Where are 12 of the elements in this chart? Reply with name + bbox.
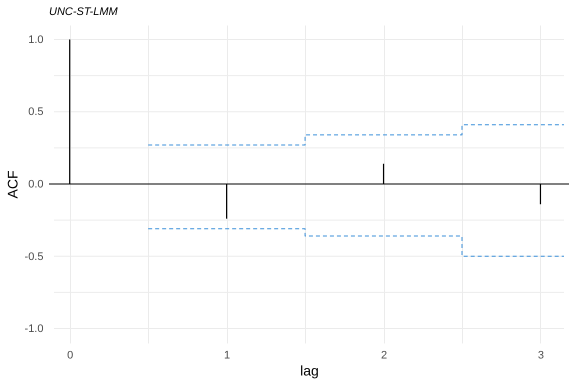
y-axis-title: ACF — [4, 170, 21, 198]
y-tick-label: -0.5 — [24, 250, 44, 263]
x-tick-label: 0 — [67, 350, 74, 362]
y-tick-label: -1.0 — [24, 323, 44, 336]
y-tick-label: 0.5 — [28, 106, 44, 118]
x-tick-label: 1 — [224, 350, 230, 362]
x-tick-label: 2 — [380, 350, 388, 362]
x-axis-title: lag — [300, 362, 319, 378]
y-tick-label: 0.0 — [28, 178, 44, 190]
chart-title: UNC-ST-LMM — [49, 6, 118, 18]
x-tick-label: 3 — [538, 350, 544, 362]
y-tick-label: 1.0 — [28, 34, 44, 46]
